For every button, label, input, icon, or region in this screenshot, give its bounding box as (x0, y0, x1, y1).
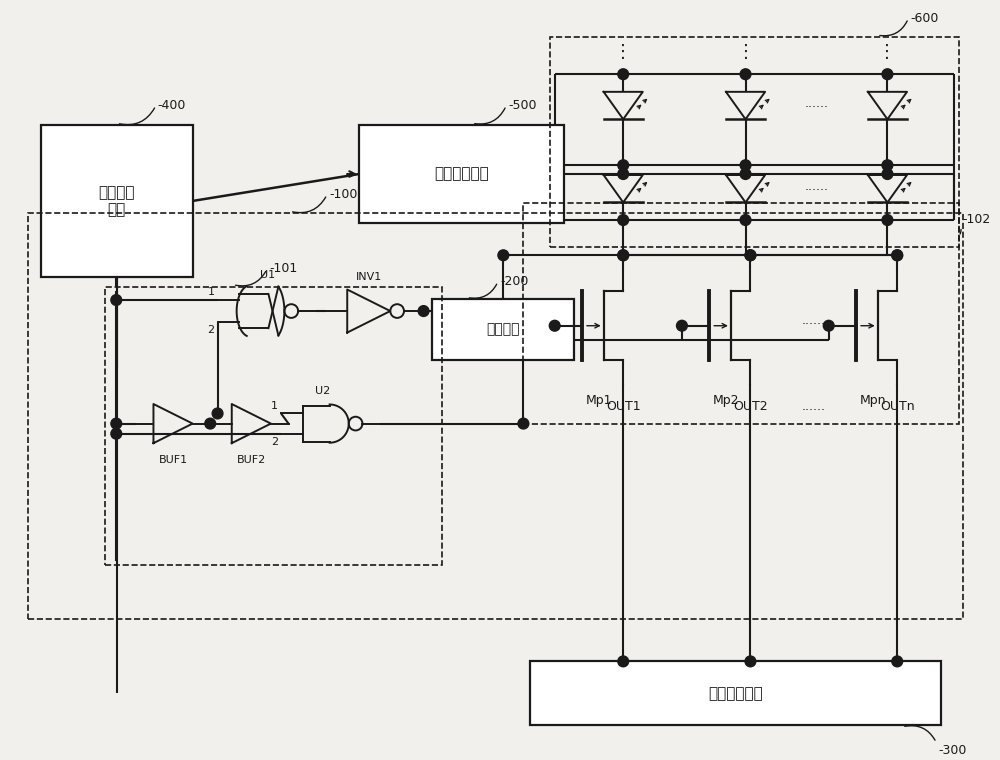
Text: OUT1: OUT1 (606, 400, 641, 413)
Text: -400: -400 (158, 99, 186, 112)
Text: BUF1: BUF1 (158, 455, 188, 465)
Circle shape (618, 160, 629, 170)
Text: -500: -500 (508, 99, 537, 112)
Circle shape (111, 429, 122, 439)
Text: -102: -102 (963, 213, 991, 226)
Text: 1: 1 (271, 401, 278, 410)
Text: 直流电源: 直流电源 (487, 323, 520, 337)
Text: OUTn: OUTn (880, 400, 915, 413)
Text: Mpn: Mpn (860, 394, 886, 407)
Circle shape (823, 321, 834, 331)
Text: -600: -600 (910, 12, 939, 25)
Circle shape (882, 160, 893, 170)
Circle shape (740, 169, 751, 179)
Circle shape (111, 295, 122, 306)
Text: ⋮: ⋮ (737, 43, 755, 61)
Circle shape (618, 656, 629, 667)
Bar (530, 661, 941, 725)
Text: 2: 2 (208, 325, 215, 335)
Text: -101: -101 (269, 262, 297, 275)
Bar (105, 287, 442, 565)
Text: BUF2: BUF2 (237, 455, 266, 465)
Circle shape (892, 656, 903, 667)
Text: ⋮: ⋮ (614, 43, 632, 61)
Circle shape (618, 214, 629, 226)
Bar (41, 125, 193, 277)
Text: 1: 1 (208, 287, 215, 297)
Bar (550, 37, 959, 248)
Text: ......: ...... (804, 97, 828, 110)
Circle shape (740, 69, 751, 80)
Circle shape (618, 169, 629, 179)
Circle shape (892, 250, 903, 261)
Circle shape (618, 250, 629, 261)
Text: Mp2: Mp2 (713, 394, 739, 407)
Circle shape (518, 418, 529, 429)
Circle shape (740, 160, 751, 170)
Circle shape (882, 69, 893, 80)
Circle shape (498, 250, 509, 261)
Text: 外部主控
装置: 外部主控 装置 (99, 185, 135, 217)
Text: -200: -200 (500, 275, 528, 288)
Circle shape (740, 214, 751, 226)
Text: ⋮: ⋮ (878, 43, 896, 61)
Text: -100: -100 (329, 188, 357, 201)
Circle shape (111, 418, 122, 429)
Text: Mp1: Mp1 (585, 394, 612, 407)
Bar (523, 204, 959, 423)
Text: OUT2: OUT2 (733, 400, 768, 413)
Bar (359, 125, 564, 223)
Text: 译码驱动电路: 译码驱动电路 (434, 166, 489, 182)
Text: ......: ...... (802, 400, 826, 413)
Bar (28, 214, 963, 619)
Circle shape (549, 321, 560, 331)
Circle shape (882, 169, 893, 179)
Text: 驱动电路模块: 驱动电路模块 (708, 686, 763, 701)
Text: U1: U1 (260, 270, 275, 280)
Circle shape (892, 250, 903, 261)
Circle shape (618, 250, 629, 261)
Text: ......: ...... (804, 180, 828, 193)
Text: INV1: INV1 (356, 271, 382, 282)
Circle shape (882, 214, 893, 226)
Circle shape (745, 250, 756, 261)
Circle shape (212, 408, 223, 419)
Circle shape (205, 418, 216, 429)
Circle shape (745, 656, 756, 667)
Bar (432, 299, 574, 360)
Text: -300: -300 (938, 743, 967, 757)
Circle shape (745, 250, 756, 261)
Circle shape (618, 69, 629, 80)
Text: U2: U2 (315, 387, 330, 397)
Text: ......: ...... (802, 315, 826, 328)
Text: 2: 2 (271, 437, 278, 447)
Circle shape (677, 321, 687, 331)
Circle shape (418, 306, 429, 316)
